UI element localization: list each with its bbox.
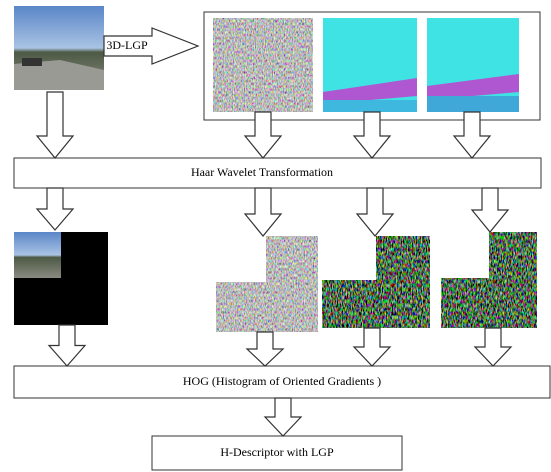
flow-arrow — [472, 188, 508, 232]
flow-arrow — [265, 398, 301, 436]
wavelet-image — [14, 232, 108, 325]
flow-arrow — [475, 328, 511, 366]
lgp-image — [323, 18, 417, 112]
flow-arrow — [354, 328, 390, 366]
lgp-image — [213, 18, 313, 112]
lgp-image — [427, 18, 519, 112]
input-image — [14, 6, 104, 90]
stage-label: H-Descriptor with LGP — [220, 445, 334, 459]
arrow-label: 3D-LGP — [106, 38, 148, 52]
flow-arrow — [357, 188, 393, 236]
wavelet-image — [322, 236, 430, 328]
flow-arrow — [49, 325, 85, 366]
flow-arrow — [245, 188, 281, 236]
flow-arrow — [37, 188, 73, 230]
diagram: 3D-LGP Haar Wavelet Transformation HOG (… — [0, 0, 551, 472]
wavelet-image — [441, 232, 537, 328]
stage-label: Haar Wavelet Transformation — [191, 165, 333, 179]
stage-label: HOG (Histogram of Oriented Gradients ) — [183, 374, 381, 388]
flow-arrow — [37, 92, 73, 158]
flow-arrow — [247, 332, 283, 366]
wavelet-image — [216, 236, 318, 332]
